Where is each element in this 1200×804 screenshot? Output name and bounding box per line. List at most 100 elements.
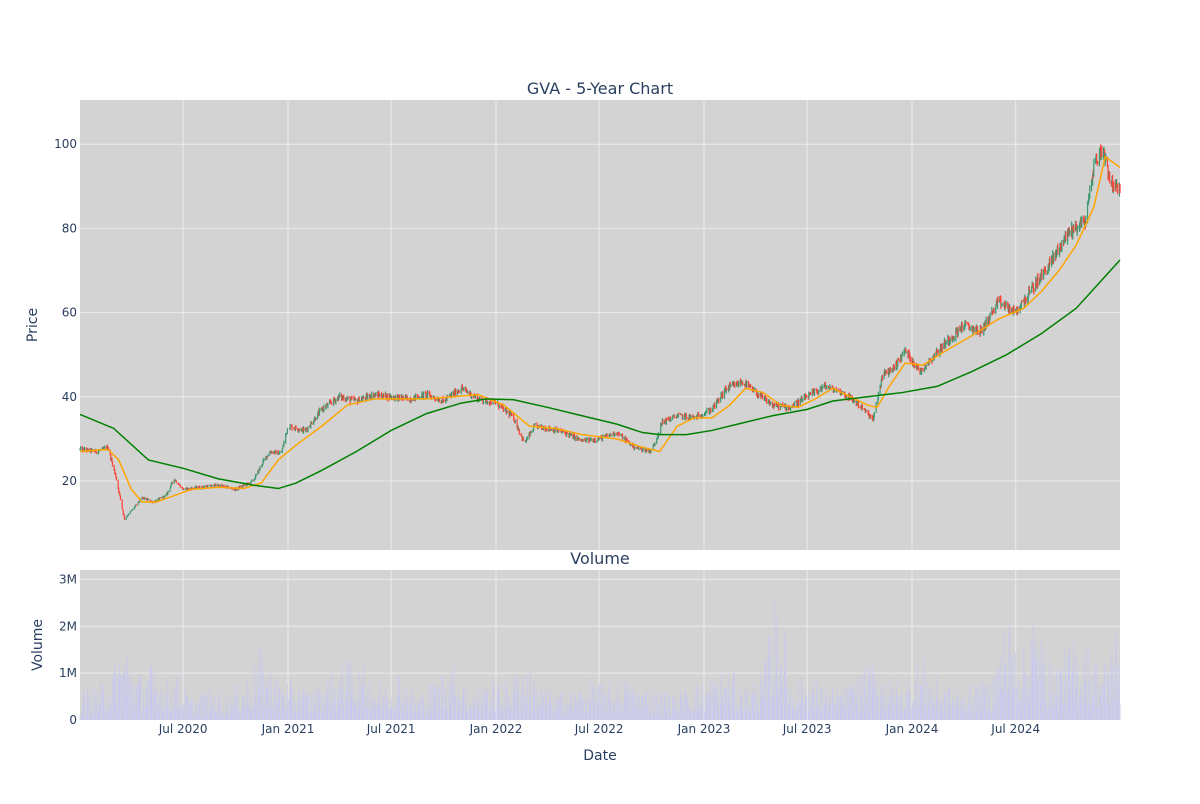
volume-bar [947,702,949,720]
volume-bar [542,709,544,720]
volume-bar [753,693,754,720]
volume-bar [1080,683,1082,720]
volume-bar [1067,695,1068,720]
volume-bar [873,673,875,720]
volume-bar [234,686,236,720]
volume-bar [140,674,141,720]
volume-bar [329,712,331,720]
volume-bar [512,691,514,720]
volume-bar [199,705,201,720]
volume-bar [367,690,369,720]
volume-bar [781,688,782,720]
volume-bar [258,689,260,720]
volume-bar [357,710,358,720]
volume-bar [694,691,696,720]
volume-bar [1021,687,1023,720]
volume-bar [872,685,874,720]
volume-bar [434,689,436,720]
volume-bar [908,683,909,720]
volume-bar [193,716,195,720]
volume-bar [243,693,245,720]
volume-bar [953,700,955,720]
volume-bar [410,706,411,720]
volume-bar [844,685,846,720]
volume-bar [465,706,467,720]
volume-bar [1005,663,1007,720]
volume-bar [544,706,546,720]
volume-bar [337,707,338,720]
volume-bar [321,714,323,720]
volume-bar [629,693,631,720]
volume-bar [419,700,421,720]
volume-bar [761,689,763,720]
volume-bar [522,676,524,720]
volume-bar [602,693,604,720]
x-tick-label: Jan 2021 [261,722,315,736]
volume-bar [1032,623,1034,720]
volume-bar [456,711,458,720]
volume-bar [1001,682,1003,720]
volume-bar [577,707,579,720]
volume-bar [789,688,791,720]
volume-bar [729,705,731,720]
volume-bar [137,682,139,720]
volume-bar [977,714,979,720]
volume-bar [173,686,175,720]
volume-bar [758,711,760,720]
volume-bar [289,694,291,720]
volume-bar [713,691,715,720]
volume-bar [490,700,492,720]
volume-bar [115,673,117,720]
volume-bar [327,696,329,720]
volume-bar [107,711,109,720]
volume-bar [839,703,841,720]
volume-bar [94,709,96,720]
volume-bar [1039,660,1041,720]
volume-bar [785,694,787,720]
volume-bar [338,687,340,720]
volume-bar [525,703,527,720]
volume-bar [297,710,299,720]
volume-bar [274,711,276,720]
volume-bar [418,707,420,720]
volume-bar [291,683,292,720]
volume-bar [868,666,870,720]
volume-bar [614,713,616,720]
volume-bar [1017,706,1018,720]
volume-bar [206,712,207,720]
volume-bar [154,691,156,720]
volume-bar [505,709,507,720]
volume-bar [952,698,953,720]
volume-bar [139,682,141,720]
volume-bar [385,685,386,720]
volume-bar [507,704,508,720]
volume-bar [736,712,737,720]
volume-bar [222,715,224,720]
volume-bar [700,706,701,720]
volume-bar [752,697,754,720]
volume-bar [138,688,140,720]
volume-bar [403,699,405,720]
volume-bar [984,706,986,720]
volume-bar [557,697,559,720]
volume-bar [489,710,491,720]
x-tick-label: Jan 2023 [677,722,731,736]
volume-bar [810,705,811,720]
volume-bar [658,702,660,720]
volume-bar [608,688,610,720]
price-y-axis-label: Price [25,308,41,342]
volume-bar [1104,663,1106,720]
volume-bar [326,707,328,720]
volume-bar [693,713,695,720]
volume-y-tick-label: 2M [59,619,77,633]
volume-bar [1039,701,1041,720]
volume-bar [624,694,626,720]
volume-bar [1015,704,1017,720]
volume-bar [1093,664,1095,720]
volume-bar [624,684,626,720]
volume-bar [178,709,180,720]
volume-bar [1013,692,1014,720]
price-y-tick-label: 100 [54,137,77,151]
volume-bar [1089,706,1091,720]
